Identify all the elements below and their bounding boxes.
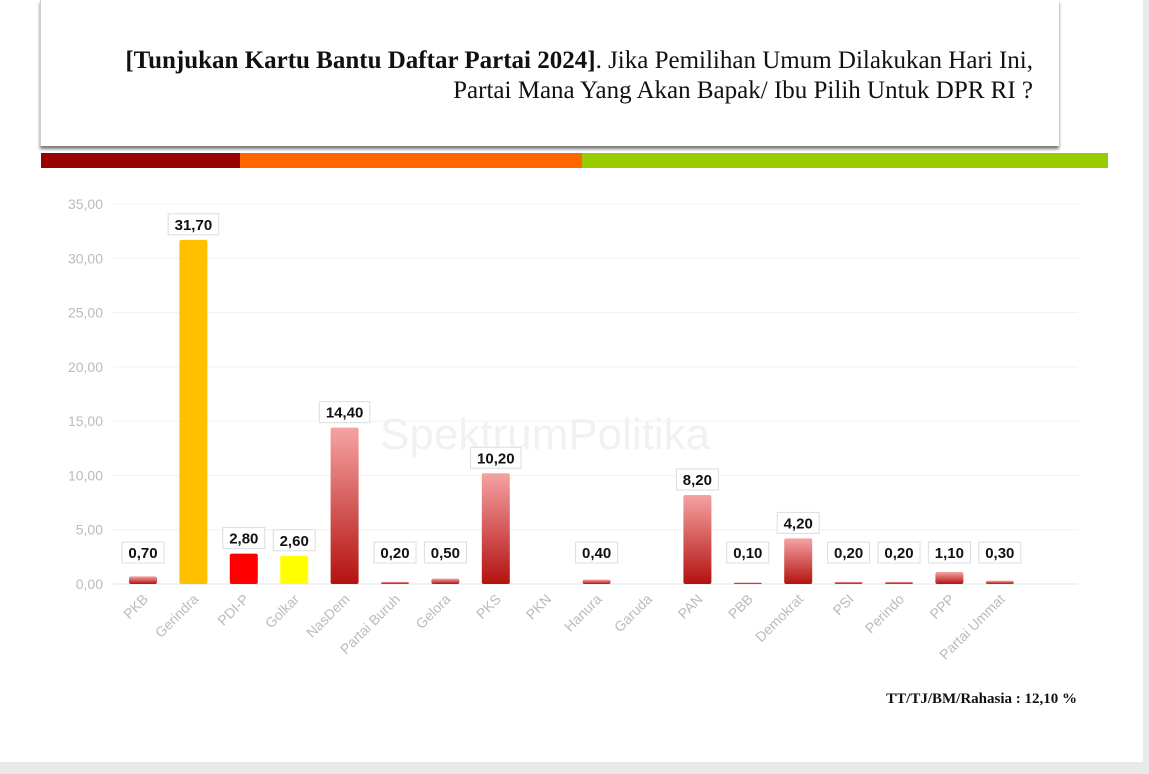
x-tick-label: Hanura [561, 591, 605, 635]
data-label: 0,50 [431, 545, 460, 562]
x-tick-label: Golkar [262, 591, 303, 632]
y-tick-label: 0,00 [76, 576, 103, 592]
y-tick-label: 30,00 [68, 250, 103, 266]
data-label-box [575, 541, 619, 564]
y-tick-label: 20,00 [68, 359, 103, 375]
data-label-box [423, 541, 467, 564]
x-tick-label: PAN [675, 591, 706, 622]
title-bold: [Tunjukan Kartu Bantu Daftar Partai 2024… [125, 47, 596, 74]
x-tick-label: Perindo [862, 591, 908, 637]
data-label-box [318, 401, 371, 424]
x-tick-label: Gelora [412, 591, 453, 632]
chart-title: [Tunjukan Kartu Bantu Daftar Partai 2024… [73, 46, 1033, 106]
data-label: 2,80 [229, 531, 258, 548]
data-label: 0,20 [834, 545, 863, 562]
data-label: 0,30 [985, 545, 1014, 562]
data-label-box [167, 213, 220, 236]
data-label-box [373, 541, 417, 564]
x-tick-label: PSI [829, 591, 856, 618]
bar-pks [481, 473, 510, 584]
y-tick-label: 10,00 [68, 467, 103, 483]
data-label: 0,20 [884, 545, 913, 562]
data-label: 2,60 [280, 533, 309, 550]
data-label-box [776, 511, 820, 534]
x-tick-label: PBB [725, 591, 756, 622]
bar-pbb [733, 582, 762, 584]
data-label-box [978, 541, 1022, 564]
x-tick-label: NasDem [303, 591, 353, 641]
bar-hanura [582, 579, 611, 584]
bar-partai-ummat [985, 580, 1014, 584]
bar-pdi-p [229, 553, 258, 584]
bar-ppp [935, 572, 964, 584]
y-tick-label: 5,00 [76, 522, 103, 538]
data-label: 8,20 [683, 472, 712, 489]
data-label: 10,20 [477, 450, 515, 467]
data-label-box [827, 541, 871, 564]
y-tick-label: 35,00 [68, 196, 103, 212]
data-label-box [470, 446, 522, 469]
data-label: 14,40 [326, 405, 364, 422]
data-label: 4,20 [784, 515, 813, 532]
data-label-box [272, 529, 316, 552]
bar-perindo [885, 581, 913, 584]
data-label: 1,10 [935, 545, 964, 562]
stripe-dark-red [41, 153, 240, 168]
footnote: TT/TJ/BM/Rahasia : 12,10 % [886, 691, 1077, 707]
data-label-box [222, 527, 266, 550]
data-label-box [927, 541, 971, 564]
bar-gelora [431, 578, 460, 584]
data-label-box [675, 468, 719, 491]
data-label: 0,10 [733, 545, 762, 562]
data-label-box [877, 541, 921, 564]
bar-pkb [129, 576, 157, 584]
bar-golkar [280, 555, 309, 584]
data-label: 0,70 [128, 545, 157, 562]
x-tick-label: PKB [120, 591, 151, 622]
x-tick-label: Demokrat [752, 591, 806, 645]
slide: [Tunjukan Kartu Bantu Daftar Partai 2024… [0, 0, 1143, 762]
bar-gerindra [179, 239, 208, 585]
stripe-orange [240, 153, 582, 168]
bar-nasdem [330, 427, 359, 584]
data-label-box [121, 541, 165, 564]
x-tick-label: PKS [473, 591, 504, 622]
title-card: [Tunjukan Kartu Bantu Daftar Partai 2024… [40, 0, 1059, 146]
data-label: 31,70 [175, 217, 213, 234]
bar-partai-buruh [381, 581, 409, 584]
y-tick-label: 15,00 [68, 413, 103, 429]
x-tick-label: PDI-P [214, 591, 252, 629]
stripe-green [582, 153, 1108, 168]
x-tick-label: Garuda [611, 591, 655, 635]
data-label: 0,40 [582, 545, 611, 562]
bar-psi [834, 581, 863, 584]
x-tick-label: PKN [523, 591, 555, 623]
bar-chart: 0,00 5,00 10,00 15,00 20,00 25,00 30,00 35,00 0,… [68, 196, 1078, 663]
title-rest: . Jika Pemilihan Umum Dilakukan Hari Ini… [453, 47, 1033, 104]
data-label: 0,20 [380, 545, 409, 562]
bar-pan [683, 494, 712, 584]
data-label-box [726, 541, 770, 564]
y-tick-label: 25,00 [68, 305, 103, 321]
watermark-logo: SpektrumPolitika [380, 410, 711, 459]
bar-demokrat [784, 538, 813, 584]
x-tick-label: PPP [926, 591, 957, 622]
x-tick-label: Gerindra [152, 591, 202, 641]
